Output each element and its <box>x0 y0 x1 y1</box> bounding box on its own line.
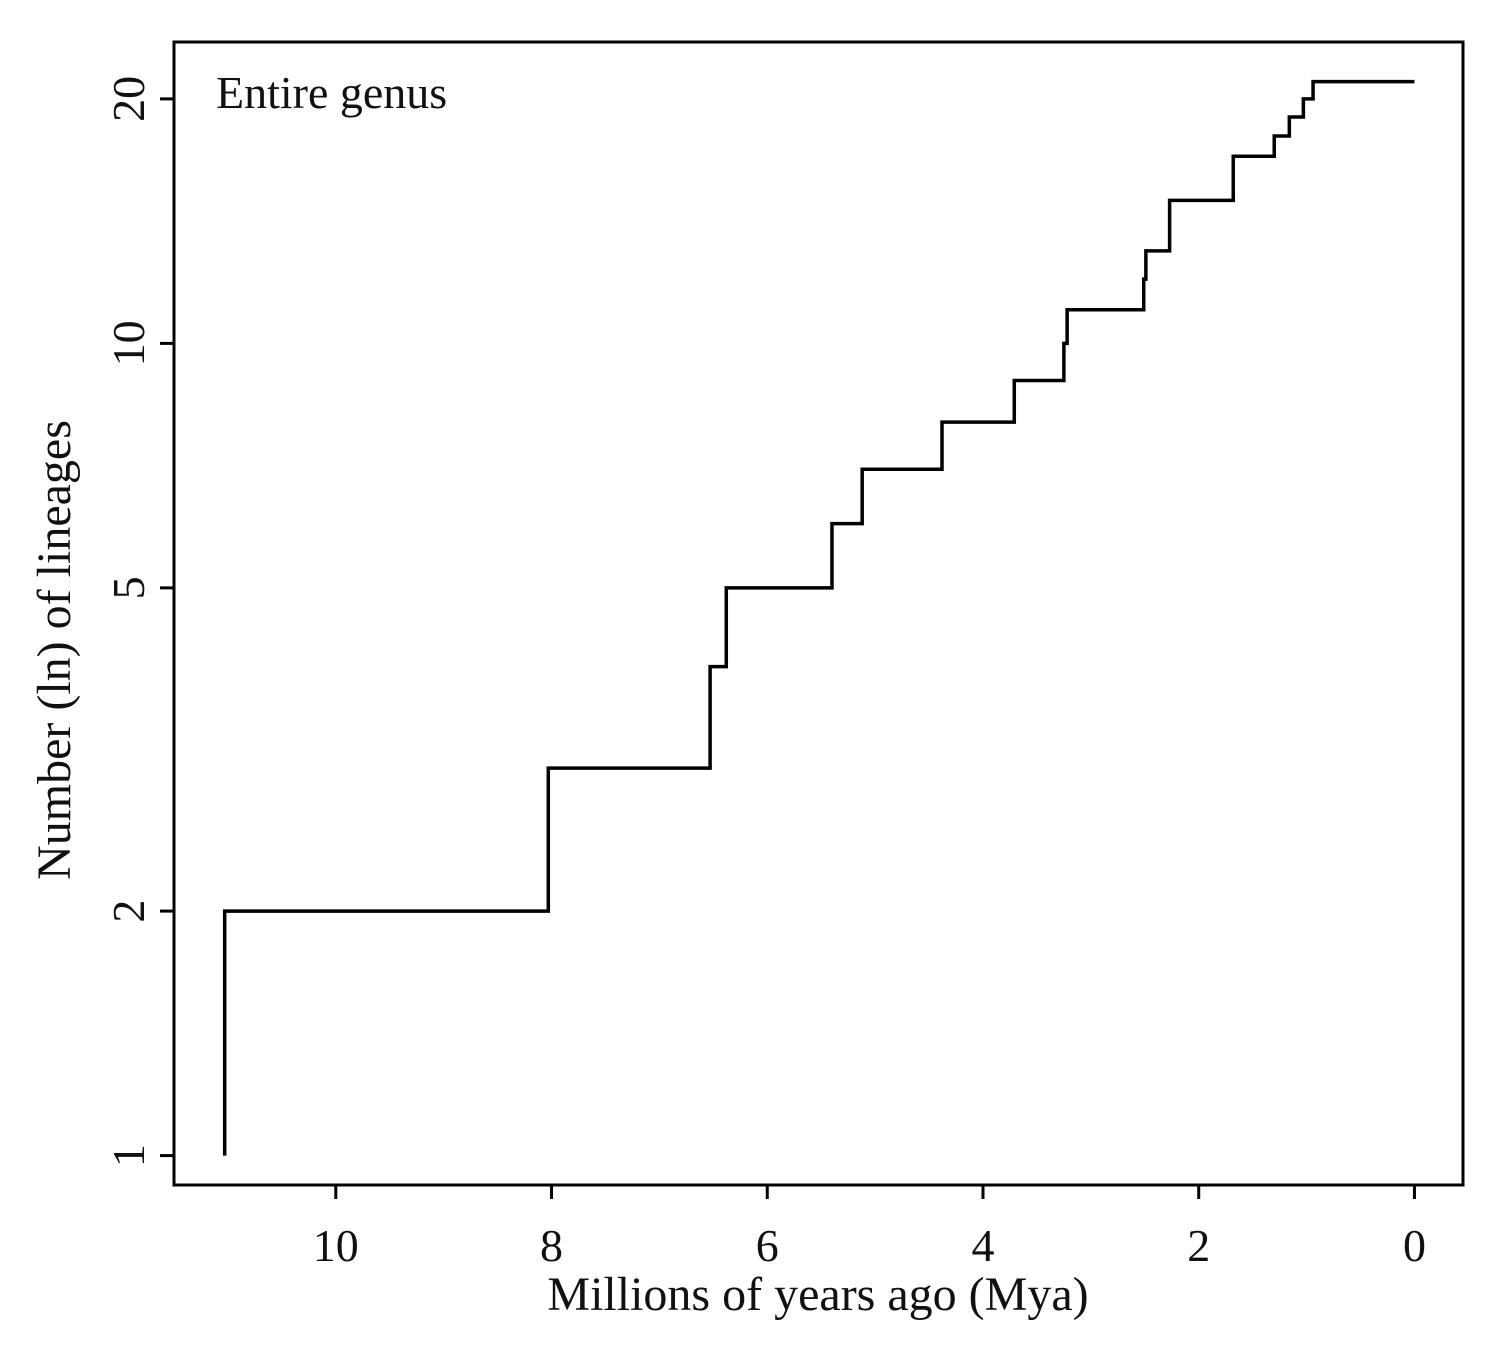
y-tick-label: 20 <box>103 76 154 122</box>
x-tick-label: 0 <box>1403 1220 1426 1271</box>
y-tick-label: 1 <box>103 1144 154 1167</box>
x-tick-label: 2 <box>1187 1220 1210 1271</box>
lineage-step-line <box>222 79 1415 1156</box>
panel-annotation: Entire genus <box>216 67 447 118</box>
y-tick-label: 10 <box>103 320 154 366</box>
y-tick-label: 5 <box>103 576 154 599</box>
y-axis-title: Number (ln) of lineages <box>28 420 81 880</box>
x-tick-label: 8 <box>540 1220 563 1271</box>
x-axis-title: Millions of years ago (Mya) <box>547 1268 1088 1321</box>
x-tick-label: 4 <box>971 1220 994 1271</box>
x-tick-label: 10 <box>313 1220 359 1271</box>
y-tick-label: 2 <box>103 900 154 923</box>
x-tick-label: 6 <box>756 1220 779 1271</box>
plot-frame <box>172 40 1465 1187</box>
y-axis: 1 2 5 10 20 <box>103 76 174 1167</box>
x-axis: 10 8 6 4 2 0 <box>313 1185 1426 1271</box>
